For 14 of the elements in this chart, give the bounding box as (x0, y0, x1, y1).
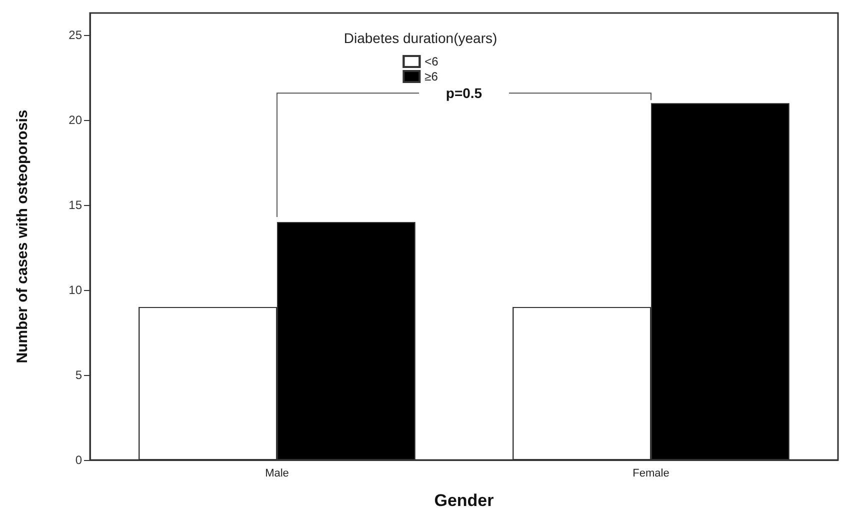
x-axis-title: Gender (434, 491, 494, 510)
y-tick-label: 25 (68, 28, 82, 42)
legend-label: <6 (424, 54, 439, 68)
y-tick-label: 10 (68, 283, 82, 298)
x-tick-label: Female (632, 468, 670, 480)
y-tick-label: 5 (75, 368, 82, 382)
y-axis-title: Number of cases with osteoporosis (14, 110, 31, 364)
y-tick-label: 20 (68, 113, 82, 128)
legend-label: ≥6 (424, 70, 438, 84)
legend-title: Diabetes duration(years) (344, 30, 498, 46)
annotation: p=0.5 (446, 85, 482, 102)
y-tick-label: 0 (75, 453, 82, 467)
y-tick-label: 15 (68, 198, 82, 212)
x-tick-label: Male (265, 468, 289, 480)
